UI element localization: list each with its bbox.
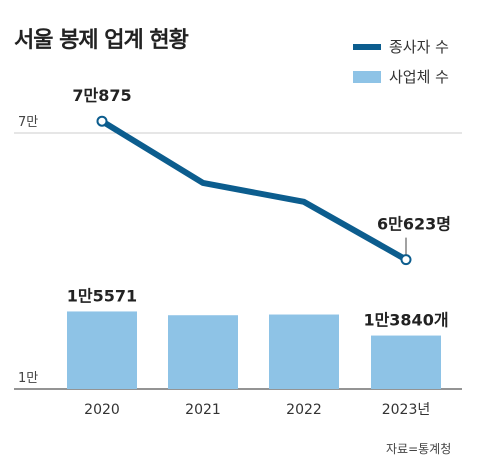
line-label-3: 6만623명 — [377, 215, 451, 234]
line-point-3 — [400, 254, 412, 266]
legend-label-employees: 종사자 수 — [389, 38, 449, 56]
legend-label-businesses: 사업체 수 — [389, 68, 449, 86]
legend-swatch-line — [353, 43, 381, 50]
bar-0 — [67, 311, 137, 389]
bar-label-3: 1만3840개 — [363, 311, 448, 330]
bar-2 — [269, 314, 339, 389]
source-note: 자료=통계청 — [386, 442, 452, 456]
y-tick-bottom: 1만 — [18, 371, 38, 386]
x-tick-0: 2020 — [84, 402, 120, 418]
y-tick-top: 7만 — [18, 115, 38, 130]
legend-item-employees: 종사자 수 — [353, 36, 473, 57]
bar-label-0: 1만5571 — [67, 286, 137, 305]
x-tick-1: 2021 — [185, 402, 221, 418]
x-tick-2: 2022 — [286, 402, 322, 418]
chart-title: 서울 봉제 업계 현황 — [14, 28, 189, 53]
line-point-0 — [96, 115, 108, 127]
bar-3 — [371, 335, 441, 389]
line-label-0: 7만875 — [72, 86, 131, 105]
legend-item-businesses: 사업체 수 — [353, 66, 473, 87]
line-series — [99, 118, 409, 263]
legend-swatch-bar — [353, 70, 381, 83]
x-tick-3: 2023년 — [382, 402, 431, 418]
bar-1 — [168, 315, 238, 389]
